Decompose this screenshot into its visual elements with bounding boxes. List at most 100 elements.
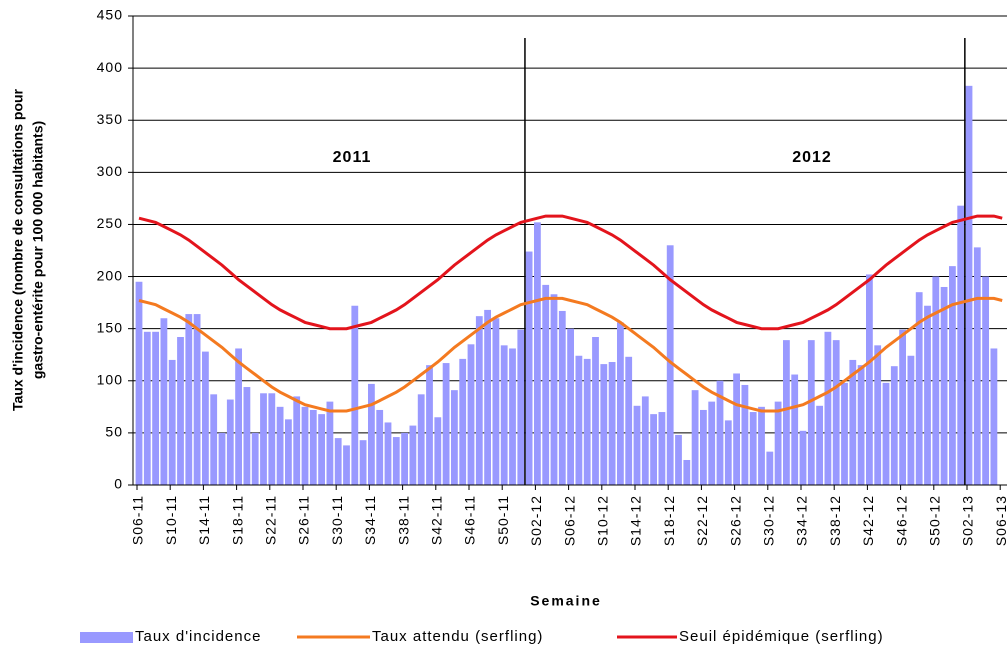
y-tick-label: 300 xyxy=(97,163,123,179)
bar xyxy=(666,245,674,485)
legend-label: Seuil épidémique (serfling) xyxy=(679,628,884,645)
x-tick-label: S26-11 xyxy=(296,495,312,545)
bar xyxy=(384,422,392,485)
bar xyxy=(940,286,948,485)
bar xyxy=(849,359,857,485)
bar xyxy=(509,348,516,485)
bar xyxy=(260,393,267,485)
bar xyxy=(218,432,226,485)
bar xyxy=(658,412,666,485)
bar xyxy=(766,451,774,485)
bar xyxy=(285,419,292,485)
x-tick-label: S18-11 xyxy=(229,495,245,545)
bar xyxy=(235,348,242,485)
bar xyxy=(293,396,301,485)
bar xyxy=(243,387,251,485)
x-tick-label: S06-13 xyxy=(993,495,1007,546)
bar xyxy=(949,266,956,485)
bar xyxy=(143,331,151,485)
bar xyxy=(990,348,998,485)
bar xyxy=(550,294,558,485)
bar xyxy=(351,305,359,485)
bar xyxy=(467,344,475,485)
legend-label: Taux attendu (serfling) xyxy=(372,628,543,645)
bar xyxy=(226,399,234,485)
legend-swatch xyxy=(80,632,133,643)
x-tick-label: S02-12 xyxy=(528,495,544,546)
bar xyxy=(368,383,375,485)
bar xyxy=(625,356,633,485)
bar xyxy=(326,401,334,485)
bar xyxy=(617,322,624,485)
bar xyxy=(417,394,425,485)
bar xyxy=(724,420,732,485)
bar xyxy=(318,414,325,485)
bar xyxy=(832,340,840,485)
bar xyxy=(899,329,906,485)
bar xyxy=(160,318,168,485)
bar xyxy=(492,318,500,485)
y-tick-label: 350 xyxy=(97,111,123,127)
bar xyxy=(600,364,608,485)
bar xyxy=(309,409,317,485)
line xyxy=(138,214,1003,331)
bar xyxy=(973,247,981,485)
x-tick-label: S50-11 xyxy=(495,495,511,545)
bar xyxy=(683,459,691,485)
bar xyxy=(791,374,799,485)
x-tick-label: S50-12 xyxy=(927,495,943,546)
bar xyxy=(857,365,865,485)
x-tick-label: S26-12 xyxy=(727,495,743,546)
bar xyxy=(675,434,682,485)
bar xyxy=(932,276,940,485)
bar xyxy=(882,382,890,485)
bar xyxy=(135,281,143,485)
bar xyxy=(924,305,931,485)
bar xyxy=(409,425,417,485)
bar xyxy=(733,373,740,485)
x-tick-label: S34-11 xyxy=(362,495,378,545)
bar xyxy=(251,432,259,485)
bar xyxy=(434,417,442,485)
y-tick-label: 250 xyxy=(97,215,123,231)
bar xyxy=(741,384,749,485)
x-tick-label: S14-12 xyxy=(628,495,644,546)
y-tick-label: 150 xyxy=(97,319,123,335)
x-tick-label: S18-12 xyxy=(661,495,677,546)
bar xyxy=(525,251,533,485)
x-tick-label: S10-12 xyxy=(595,495,611,546)
y-tick-label: 450 xyxy=(97,7,123,23)
bar xyxy=(334,438,342,485)
bar xyxy=(301,406,309,485)
bar xyxy=(749,412,757,485)
bar xyxy=(558,310,566,485)
bar xyxy=(799,430,807,485)
bar xyxy=(392,437,400,485)
bar xyxy=(534,222,541,486)
bar xyxy=(376,409,384,485)
x-tick-label: S34-12 xyxy=(794,495,810,546)
x-axis-title: Semaine xyxy=(530,593,602,609)
bar xyxy=(193,314,201,485)
bar xyxy=(816,405,823,485)
bar xyxy=(202,351,209,485)
bar xyxy=(641,396,649,485)
bar xyxy=(890,366,898,485)
bar xyxy=(442,363,450,485)
bar xyxy=(608,362,616,485)
bar xyxy=(583,358,591,485)
bar xyxy=(177,337,184,485)
bar xyxy=(866,274,873,485)
bar xyxy=(807,340,815,485)
bar xyxy=(426,365,433,485)
bar xyxy=(451,390,458,485)
bar xyxy=(567,328,574,485)
bar xyxy=(915,292,923,485)
bar xyxy=(185,314,193,485)
bar xyxy=(716,380,724,485)
y-tick-label: 0 xyxy=(114,476,123,492)
legend-label: Taux d'incidence xyxy=(135,628,261,645)
bar xyxy=(475,316,483,485)
x-tick-label: S10-11 xyxy=(163,495,179,545)
x-tick-label: S22-11 xyxy=(263,495,279,545)
